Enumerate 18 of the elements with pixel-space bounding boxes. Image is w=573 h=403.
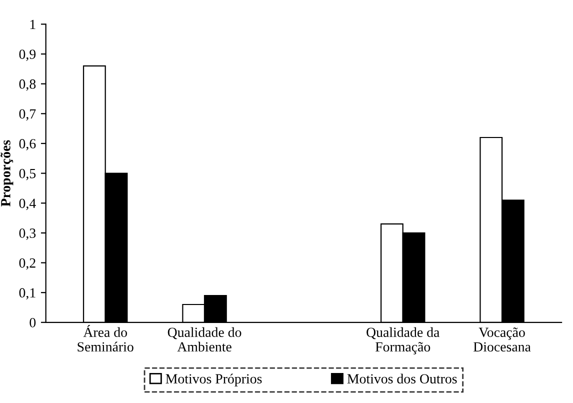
y-tick-label: 0,6 [19, 139, 36, 150]
y-tick-label: 0,1 [19, 288, 36, 300]
y-tick-label: 0,9 [19, 50, 36, 61]
y-axis-title: Proporções [0, 140, 14, 206]
y-tick-label: 0,7 [19, 109, 36, 121]
y-tick-label: 0,5 [19, 168, 36, 180]
y-tick-label: 0,2 [19, 258, 36, 270]
legend-label: Motivos Próprios [166, 374, 262, 386]
y-tick-label: 0,8 [19, 79, 36, 91]
y-tick-label: 1 [30, 20, 36, 29]
x-tick-label: Qualidade da Formação [366, 327, 440, 354]
y-tick-label: 0 [30, 318, 36, 328]
x-tick-label: Área do Seminário [78, 325, 134, 352]
x-tick-label: Vocação Diocesana [474, 328, 531, 352]
y-tick-label: 0,4 [19, 198, 36, 210]
legend-label: Motivos dos Outros [347, 374, 457, 384]
x-tick-label: Qualidade do Ambiente [168, 327, 242, 352]
y-tick-label: 0,3 [19, 228, 36, 240]
